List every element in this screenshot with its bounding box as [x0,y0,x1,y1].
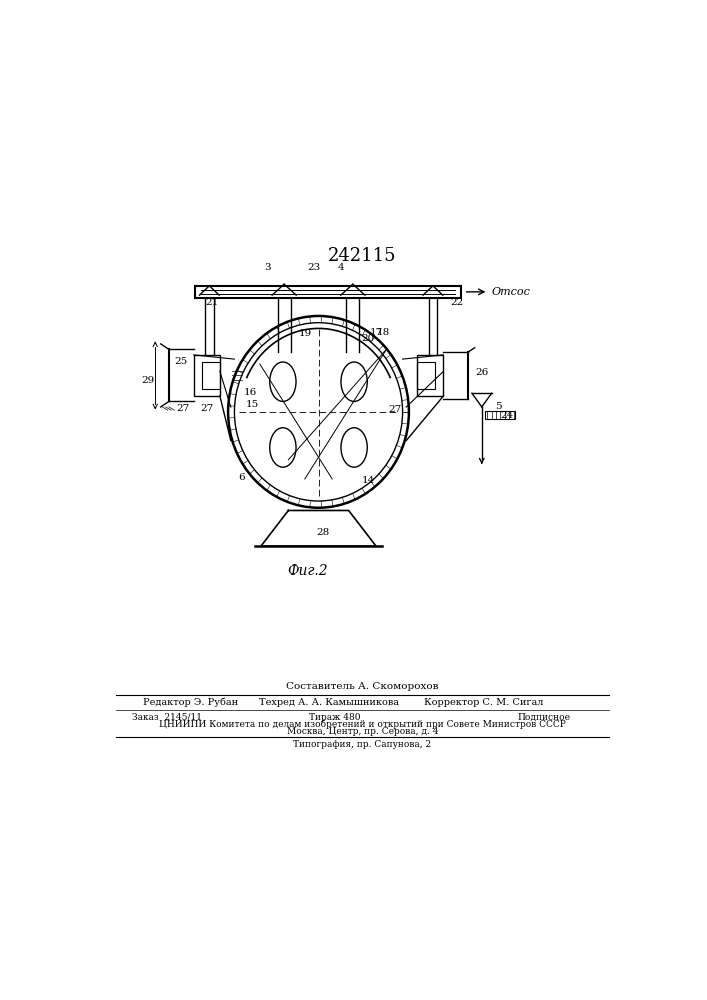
Text: Фиг.2: Фиг.2 [287,564,328,578]
Text: Типография, пр. Сапунова, 2: Типография, пр. Сапунова, 2 [293,740,431,749]
Text: 19: 19 [298,329,312,338]
Text: 28: 28 [317,528,329,537]
Text: 18: 18 [377,328,390,337]
Text: 3: 3 [264,263,271,272]
Text: 22: 22 [450,298,463,307]
Bar [417,355,443,396]
Text: 27: 27 [200,404,214,413]
Bar [194,355,220,396]
Text: 17: 17 [370,328,383,337]
Text: 4: 4 [338,263,344,272]
Text: 27: 27 [177,404,189,413]
Text: Составитель А. Скоморохов: Составитель А. Скоморохов [286,682,438,691]
Text: Редактор Э. Рубан: Редактор Э. Рубан [144,698,238,707]
Text: Корректор С. М. Сигал: Корректор С. М. Сигал [423,698,543,707]
Text: 26: 26 [475,368,489,377]
Text: 25: 25 [175,357,188,366]
Text: 21: 21 [205,298,218,307]
Text: 14: 14 [361,476,375,485]
Text: Отсос: Отсос [491,287,530,297]
Bar [195,286,461,298]
Bar [417,362,435,389]
Bar [202,362,220,389]
Text: Техред А. А. Камышникова: Техред А. А. Камышникова [259,698,399,707]
Text: 16: 16 [244,388,257,397]
Text: 20: 20 [361,334,375,343]
Text: Заказ  2145/11: Заказ 2145/11 [132,713,202,722]
Text: 24: 24 [500,411,513,420]
Text: Тираж 480: Тираж 480 [309,713,361,722]
Text: Москва, Центр, пр. Серова, д. 4: Москва, Центр, пр. Серова, д. 4 [286,727,438,736]
Bar [484,411,515,419]
Text: 29: 29 [141,376,155,385]
Text: ЦНИИПИ Комитета по делам изобретений и открытий при Совете Министров СССР: ЦНИИПИ Комитета по делам изобретений и о… [159,720,566,729]
Text: 27: 27 [389,405,402,414]
Text: 242115: 242115 [328,247,397,265]
Text: 23: 23 [308,263,320,272]
Text: 15: 15 [246,400,259,409]
Text: 5: 5 [495,402,501,411]
Text: Подписное: Подписное [518,713,571,722]
Text: 6: 6 [238,473,245,482]
